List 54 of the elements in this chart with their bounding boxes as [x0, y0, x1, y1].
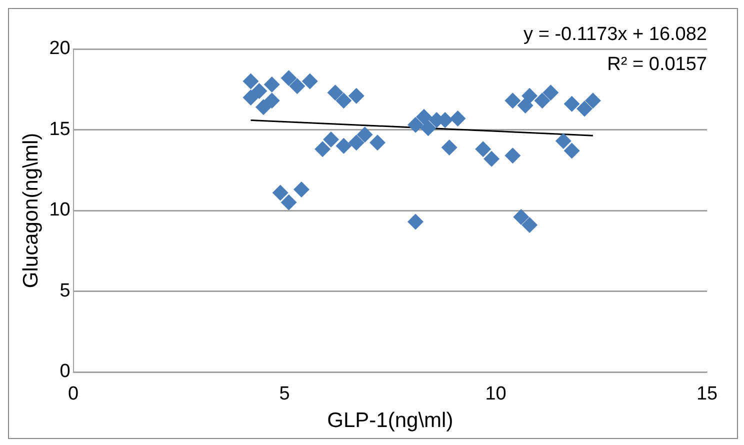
point [475, 141, 492, 158]
point [348, 134, 364, 151]
text: y = -0.1173x + 16.082 [524, 24, 707, 46]
point [504, 148, 521, 164]
y-tick-label: 10 [49, 200, 70, 221]
point [327, 84, 344, 101]
point [441, 140, 458, 156]
point [408, 214, 424, 230]
y-tick-label: 15 [49, 118, 70, 140]
y-axis-title: Glucagon(ng\ml) [19, 132, 42, 288]
point [242, 89, 259, 106]
point [348, 88, 364, 104]
point [251, 82, 268, 99]
point [517, 98, 534, 114]
point [369, 134, 386, 151]
point [484, 150, 500, 167]
y-tick-label: 0 [60, 361, 70, 382]
point [576, 100, 592, 117]
point [242, 73, 259, 90]
x-tick-label: 10 [485, 384, 506, 405]
point [504, 92, 521, 109]
x-axis-title: GLP-1(ng\ml) [327, 409, 454, 432]
point [356, 126, 373, 143]
y-tick-label: 20 [49, 38, 70, 60]
point [522, 88, 538, 104]
y-tick-label: 5 [60, 280, 70, 302]
point [280, 70, 297, 86]
point [450, 110, 466, 126]
point [555, 133, 572, 150]
x-tick-label: 5 [279, 384, 290, 405]
point [336, 92, 352, 109]
point [280, 194, 297, 210]
point [264, 76, 280, 93]
point [584, 92, 601, 109]
point [534, 92, 550, 109]
point [264, 92, 280, 109]
point [420, 120, 436, 136]
point [293, 182, 310, 198]
point [272, 184, 288, 201]
point [522, 217, 538, 234]
point [336, 138, 352, 154]
point [513, 208, 530, 225]
point [255, 99, 272, 116]
point [314, 141, 331, 158]
point [302, 73, 318, 90]
annotation: R² = 0.0157 [607, 54, 707, 76]
point [564, 142, 580, 159]
point [289, 78, 306, 94]
point [408, 116, 424, 133]
point [564, 96, 580, 112]
point [323, 131, 340, 148]
x-tick-label: 15 [696, 384, 718, 405]
point [542, 84, 559, 101]
point [416, 108, 432, 125]
